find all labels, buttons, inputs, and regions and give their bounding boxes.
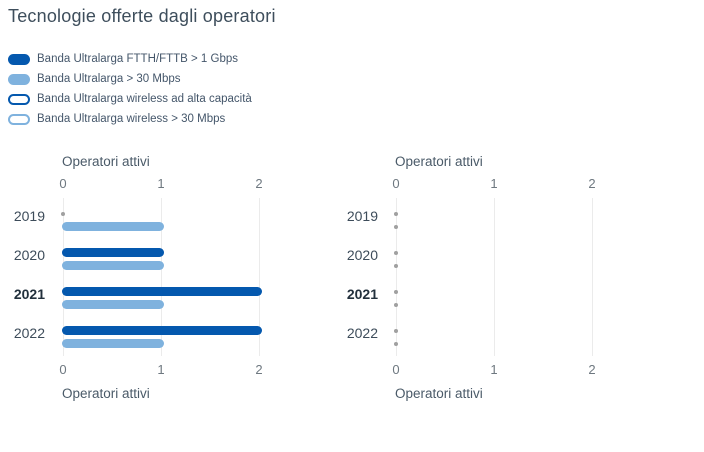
x-axis-tick: 2 — [588, 362, 596, 377]
category-label-2019: 2019 — [346, 208, 378, 224]
gridline — [63, 198, 64, 356]
x-axis-tick: 1 — [157, 176, 165, 191]
gridline — [592, 198, 593, 356]
zero-value-dot-2020 — [394, 250, 398, 255]
legend-swatch-filled-dark-icon — [8, 53, 30, 65]
legend-item-outline-dark[interactable]: Banda Ultralarga wireless ad alta capaci… — [8, 89, 252, 109]
x-axis-tick: 0 — [392, 362, 400, 377]
page-title: Tecnologie offerte dagli operatori — [8, 6, 276, 26]
legend-item-filled-light[interactable]: Banda Ultralarga > 30 Mbps — [8, 69, 252, 89]
gridline — [259, 198, 260, 356]
x-axis-tick: 2 — [255, 362, 263, 377]
axis-title-bottom: Operatori attivi — [62, 386, 150, 401]
bar-filled-light-2021 — [62, 300, 164, 309]
zero-value-dot-2021 — [394, 302, 398, 307]
zero-value-dot-2022 — [394, 328, 398, 333]
zero-value-dot-2020 — [394, 263, 398, 268]
category-label-2020: 2020 — [346, 247, 378, 263]
x-axis-tick: 1 — [157, 362, 165, 377]
x-axis-tick: 2 — [588, 176, 596, 191]
category-label-2019: 2019 — [13, 208, 45, 224]
category-label-2021: 2021 — [13, 286, 45, 302]
zero-value-dot-2021 — [394, 289, 398, 294]
bar-filled-light-2020 — [62, 261, 164, 270]
legend: Banda Ultralarga FTTH/FTTB > 1 Gbps Banda… — [8, 49, 252, 129]
gridline — [396, 198, 397, 356]
x-axis-tick: 0 — [59, 176, 67, 191]
legend-item-label: Banda Ultralarga wireless ad alta capaci… — [37, 93, 252, 105]
legend-item-label: Banda Ultralarga FTTH/FTTB > 1 Gbps — [37, 53, 238, 65]
gridline — [161, 198, 162, 356]
bar-filled-light-2022 — [62, 339, 164, 348]
legend-item-label: Banda Ultralarga wireless > 30 Mbps — [37, 113, 226, 125]
chart-fixed-broadband: Operatori attivi Operatori attivi 0 1 2 0 1 2 20… — [0, 150, 306, 412]
bar-filled-dark-2022 — [62, 326, 262, 335]
x-axis-tick: 1 — [490, 176, 498, 191]
plot-area — [61, 198, 275, 356]
zero-value-dot-2022 — [394, 341, 398, 346]
zero-value-dot-2019 — [61, 211, 65, 216]
axis-title-top: Operatori attivi — [62, 154, 150, 169]
legend-item-label: Banda Ultralarga > 30 Mbps — [37, 73, 181, 85]
bar-filled-dark-2020 — [62, 248, 164, 257]
category-label-2022: 2022 — [13, 325, 45, 341]
zero-value-dot-2019 — [394, 211, 398, 216]
legend-swatch-outline-dark-icon — [8, 93, 30, 105]
axis-title-bottom: Operatori attivi — [395, 386, 483, 401]
x-axis-tick: 1 — [490, 362, 498, 377]
category-label-2022: 2022 — [346, 325, 378, 341]
legend-swatch-filled-light-icon — [8, 73, 30, 85]
axis-title-top: Operatori attivi — [395, 154, 483, 169]
chart-wireless-broadband: Operatori attivi Operatori attivi 0 1 2 0 1 2 20… — [333, 150, 639, 412]
bar-filled-dark-2021 — [62, 287, 262, 296]
zero-value-dot-2019 — [394, 224, 398, 229]
x-axis-tick: 0 — [59, 362, 67, 377]
x-axis-tick: 0 — [392, 176, 400, 191]
plot-area — [394, 198, 608, 356]
legend-swatch-outline-light-icon — [8, 113, 30, 125]
category-label-2021: 2021 — [346, 286, 378, 302]
x-axis-tick: 2 — [255, 176, 263, 191]
bar-filled-light-2019 — [62, 222, 164, 231]
legend-item-filled-dark[interactable]: Banda Ultralarga FTTH/FTTB > 1 Gbps — [8, 49, 252, 69]
category-label-2020: 2020 — [13, 247, 45, 263]
gridline — [494, 198, 495, 356]
legend-item-outline-light[interactable]: Banda Ultralarga wireless > 30 Mbps — [8, 109, 252, 129]
